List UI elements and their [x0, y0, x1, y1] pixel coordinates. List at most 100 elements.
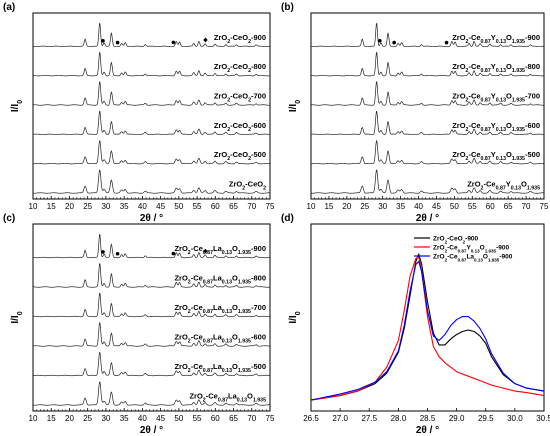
x-tick-label: 26.5: [303, 414, 319, 423]
xrd-pattern-line: [32, 81, 270, 106]
xrd-pattern-line: [32, 52, 270, 77]
curve-label: ZrO2-CeO2: [229, 179, 266, 191]
curve-label: ZrO2-Ce0.87Y0.13O1.935-700: [452, 91, 540, 103]
x-tick-label: 40: [138, 414, 147, 423]
x-axis-title: 2θ / °: [416, 213, 439, 224]
curve-label: ZrO2-Ce0.87La0.13O1.935-700: [174, 303, 266, 315]
panel-4: (d) 26.5 27.0 27.5 28.0 28.5 29.0 29.5 30.0 30.5 2…: [281, 213, 550, 436]
legend-label: ZrO2-Ce0.87Y0.13O1.935-900: [433, 245, 509, 254]
x-tick-label: 50: [174, 202, 183, 211]
phase-marker-circle: [101, 38, 105, 43]
x-tick-label: 30: [101, 414, 110, 423]
x-tick-label: 10: [307, 202, 316, 211]
phase-marker-circle: [115, 251, 120, 256]
x-tick-label: 35: [120, 202, 129, 211]
curve-label: ZrO2-Ce0.87La0.13O1.935-500: [174, 362, 266, 374]
x-tick-label: 70: [522, 202, 531, 211]
x-tick-label: 29.0: [449, 414, 465, 423]
curve-label: ZrO2-Ce0.87La0.13O1.935: [189, 391, 266, 403]
y-axis-title: I/I0: [10, 100, 24, 112]
xrd-pattern-line: [310, 111, 544, 135]
x-tick-label: 15: [47, 414, 56, 423]
xrd-pattern-line: [32, 352, 270, 377]
curve-label: ZrO2-Ce0.87Y0.13O1.935-500: [452, 150, 540, 162]
y-axis-title: I/I0: [288, 100, 302, 112]
xrd-pattern-line: [310, 81, 544, 106]
x-tick-label: 60: [486, 202, 495, 211]
x-tick-label: 25: [83, 414, 92, 423]
curve-label: ZrO2-Ce0.87Y0.13O1.935-800: [452, 62, 540, 74]
x-tick-label: 55: [193, 202, 202, 211]
series-line: [310, 253, 545, 401]
plot-frame: [32, 12, 271, 200]
x-tick-label: 28.0: [391, 414, 407, 423]
phase-marker-circle: [392, 40, 396, 45]
x-tick-label: 30.0: [507, 414, 523, 423]
xrd-pattern-line: [32, 381, 270, 406]
x-tick-label: 70: [247, 202, 256, 211]
plot-frame: [310, 12, 545, 200]
x-tick-label: 55: [468, 202, 477, 211]
x-tick-label: 75: [266, 202, 275, 211]
x-tick-label: 60: [211, 202, 220, 211]
xrd-pattern-line: [32, 292, 270, 318]
x-tick-label: 27.5: [361, 414, 377, 423]
panel-letter: (c): [3, 213, 15, 224]
y-axis-title: I/I0: [288, 311, 302, 323]
x-tick-label: 20: [65, 202, 74, 211]
phase-marker-circle: [115, 40, 120, 45]
x-tick-label: 45: [156, 414, 165, 423]
x-axis-title: 2θ / °: [140, 213, 163, 224]
curve-label: ZrO2-Ce0.87Y0.13O1.935-600: [452, 121, 540, 133]
x-tick-label: 75: [540, 202, 549, 211]
x-tick-label: 55: [193, 414, 202, 423]
x-tick-label: 60: [211, 414, 220, 423]
x-tick-label: 25: [83, 202, 92, 211]
panel-2: (b) 10 15 20 25 30 35 40 45 50 55 60 65 70 75 2θ / ° I/I…: [281, 2, 549, 224]
x-tick-label: 50: [450, 202, 459, 211]
x-tick-label: 70: [247, 414, 256, 423]
x-tick-label: 29.5: [478, 414, 494, 423]
curve-label: ZrO2-CeO2-500: [214, 150, 266, 162]
curve-label: ZrO2-CeO2-800: [214, 62, 266, 74]
plot-frame: [32, 223, 271, 412]
legend-label: ZrO2-Ce0.87La0.13O1.935-900: [433, 254, 513, 263]
x-axis-title: 2θ / °: [140, 425, 163, 436]
xrd-pattern-line: [32, 234, 270, 259]
series-line: [310, 256, 545, 401]
panel-3: (c) 10 15 20 25 30 35 40 45 50 55 60 65 70 75 2θ / ° I/I…: [3, 213, 275, 436]
x-tick-label: 65: [229, 414, 238, 423]
x-tick-label: 45: [156, 202, 165, 211]
x-tick-label: 30: [378, 202, 387, 211]
x-tick-label: 20: [65, 414, 74, 423]
x-tick-label: 40: [138, 202, 147, 211]
x-tick-label: 15: [324, 202, 333, 211]
curve-label: ZrO2-CeO2-600: [214, 121, 266, 133]
xrd-pattern-line: [310, 140, 544, 165]
curve-label: ZrO2-Ce0.87La0.13O1.935-900: [174, 244, 266, 256]
series-line: [310, 260, 545, 401]
phase-marker-diamond: [203, 37, 208, 43]
xrd-pattern-line: [32, 23, 270, 47]
x-tick-label: 45: [432, 202, 441, 211]
x-tick-label: 27.0: [332, 414, 348, 423]
panel-letter: (b): [281, 2, 294, 13]
phase-marker-circle: [444, 40, 449, 45]
curve-label: ZrO2-Ce0.87La0.13O1.935-600: [174, 332, 266, 344]
x-tick-label: 28.5: [420, 414, 436, 423]
y-axis-title: I/I0: [10, 311, 24, 323]
panel-letter: (d): [281, 213, 294, 224]
x-tick-label: 10: [29, 414, 38, 423]
x-tick-label: 65: [229, 202, 238, 211]
phase-marker-circle: [378, 38, 382, 43]
phase-marker-circle: [171, 40, 176, 45]
x-axis-title: 2θ / °: [416, 425, 439, 436]
xrd-pattern-line: [310, 23, 544, 47]
xrd-pattern-line: [32, 140, 270, 165]
curve-label: ZrO2-CeO2-900: [214, 33, 266, 45]
curve-label: ZrO2-Ce0.87Y0.13O1.935: [467, 179, 540, 191]
panel-letter: (a): [3, 2, 15, 13]
x-tick-label: 65: [504, 202, 513, 211]
x-tick-label: 50: [174, 414, 183, 423]
x-tick-label: 35: [396, 202, 405, 211]
